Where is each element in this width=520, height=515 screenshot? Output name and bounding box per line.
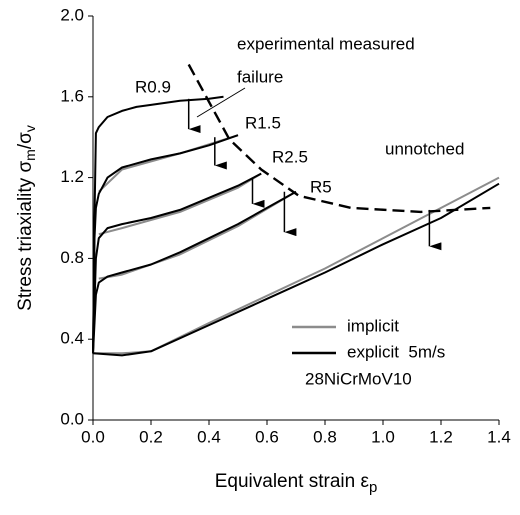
annotation: experimental measured [237, 34, 415, 53]
annotation: unnotched [385, 139, 464, 158]
leader-line [196, 87, 246, 118]
subscript: v [22, 125, 38, 132]
x-tick-label: 0.6 [255, 427, 279, 446]
annotation: R5 [310, 177, 332, 196]
annotation: 28NiCrMoV10 [305, 369, 412, 388]
x-tick-label: 0.2 [139, 427, 163, 446]
failure-curve [187, 63, 491, 214]
label-part: Equivalent strain ε [215, 471, 370, 492]
annotation: R1.5 [245, 113, 281, 132]
x-tick-label: 1.4 [487, 427, 511, 446]
annotation: failure [237, 67, 283, 86]
x-tick-label: 1.2 [429, 427, 453, 446]
x-axis-label: Equivalent strain εp [215, 471, 378, 496]
y-tick-label: 1.6 [60, 86, 84, 105]
legend-label: implicit [347, 316, 399, 335]
annotation: R0.9 [135, 77, 171, 96]
series-line [92, 182, 500, 357]
x-tick-label: 0.8 [313, 427, 337, 446]
subscript: m [22, 149, 38, 161]
subscript: p [369, 479, 377, 496]
y-tick-label: 1.2 [60, 167, 84, 186]
y-axis-label: Stress triaxiality σm/σv [15, 125, 38, 311]
series-line [98, 172, 262, 236]
x-tick-label: 0.4 [197, 427, 221, 446]
y-tick-label: 0.8 [60, 248, 84, 267]
series-line [92, 95, 224, 354]
series-line [98, 190, 297, 280]
y-tick-label: 0.0 [60, 409, 84, 428]
label-part: Stress triaxiality σ [15, 161, 36, 311]
annotation: R2.5 [272, 147, 308, 166]
x-tick-label: 1.0 [371, 427, 395, 446]
x-tick-label: 0.0 [81, 427, 105, 446]
y-tick-label: 0.4 [60, 329, 84, 348]
series-line [98, 134, 239, 193]
y-tick-label: 2.0 [60, 5, 84, 24]
label-part: /σ [15, 132, 36, 149]
series-line [92, 190, 297, 354]
series-line [92, 172, 262, 354]
legend-label: explicit 5m/s [347, 342, 445, 361]
